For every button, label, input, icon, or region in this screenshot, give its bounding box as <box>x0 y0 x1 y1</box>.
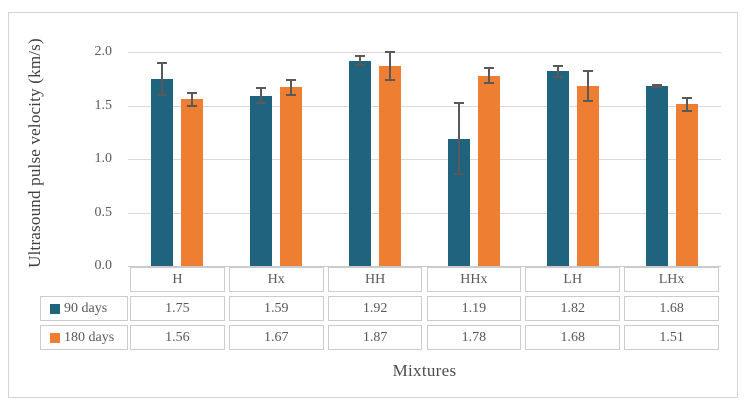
table-value-cell: 1.82 <box>525 296 621 321</box>
error-bar <box>552 64 563 78</box>
error-bar <box>286 78 297 96</box>
legend-swatch-icon <box>50 303 60 314</box>
error-bar-stem <box>655 84 658 89</box>
y-axis-title: Ultrasound pulse velocity (km/s) <box>25 38 44 268</box>
error-bar-stem <box>260 87 263 105</box>
error-bar-cap-top <box>187 91 198 94</box>
error-bar-stem <box>290 78 293 96</box>
error-bar-cap-bottom <box>681 109 692 112</box>
column-header: LHx <box>624 267 719 292</box>
error-bar <box>385 50 396 81</box>
error-bar-cap-top <box>651 84 662 87</box>
table-value-cell: 1.78 <box>426 325 522 350</box>
bar-180-days-HHx <box>477 75 500 266</box>
error-bar-cap-bottom <box>651 86 662 89</box>
error-bar-cap-top <box>582 70 593 73</box>
error-bar <box>453 102 464 176</box>
error-bar-stem <box>685 96 688 112</box>
legend-item: 180 days <box>40 325 128 350</box>
gridline <box>128 212 721 214</box>
error-bar-cap-bottom <box>552 75 563 78</box>
error-bar <box>187 91 198 107</box>
table-value-cell: 1.68 <box>525 325 621 350</box>
y-axis-tick-label: 0.0 <box>94 258 113 273</box>
legend-item: 90 days <box>40 296 128 321</box>
error-bar <box>157 61 168 96</box>
error-bar-cap-top <box>355 55 366 58</box>
column-header: HH <box>327 267 423 292</box>
gridline <box>128 52 721 53</box>
error-bar <box>483 66 494 85</box>
error-bar-cap-bottom <box>256 102 267 105</box>
error-bar <box>256 87 267 105</box>
table-value-cell: 1.87 <box>327 325 423 350</box>
error-bar-cap-bottom <box>385 78 396 81</box>
error-bar <box>651 84 662 89</box>
error-bar-cap-top <box>286 78 297 81</box>
table-value-cell: 1.19 <box>426 296 522 321</box>
error-bar-stem <box>556 64 559 78</box>
bar-180-days-H <box>181 99 204 266</box>
error-bar-cap-bottom <box>157 93 168 96</box>
legend-swatch-icon <box>50 332 60 343</box>
error-bar-cap-top <box>256 87 267 90</box>
error-bar-cap-top <box>157 61 168 64</box>
error-bar-stem <box>161 61 164 96</box>
error-bar-cap-top <box>483 66 494 69</box>
column-header: LH <box>525 267 621 292</box>
y-axis-tick-label: 1.5 <box>94 97 113 113</box>
bar-180-days-Hx <box>280 87 303 266</box>
bar-90-days-H <box>151 78 174 266</box>
bar-180-days-LHx <box>675 104 698 266</box>
error-bar-cap-bottom <box>355 63 366 66</box>
gridline <box>128 105 721 107</box>
error-bar <box>681 96 692 112</box>
y-axis-tick-label: 0.5 <box>94 204 113 220</box>
column-header: Hx <box>228 267 324 292</box>
y-axis-tick-label: 1.0 <box>94 151 113 166</box>
error-bar-stem <box>191 91 194 107</box>
y-axis-tick-label: 2.0 <box>94 44 113 59</box>
error-bar <box>582 70 593 103</box>
table-value-cell: 1.56 <box>130 325 225 350</box>
bar-90-days-HHx <box>447 138 470 266</box>
table-value-cell: 1.92 <box>327 296 423 321</box>
error-bar-stem <box>457 102 460 176</box>
bar-90-days-LH <box>546 71 569 266</box>
table-value-cell: 1.67 <box>228 325 324 350</box>
bar-180-days-LH <box>576 86 599 266</box>
bar-90-days-Hx <box>250 95 273 266</box>
error-bar-cap-top <box>681 96 692 99</box>
error-bar-stem <box>389 50 392 81</box>
x-axis-title: Mixtures <box>392 361 457 380</box>
table-value-cell: 1.59 <box>228 296 324 321</box>
error-bar-cap-top <box>552 64 563 67</box>
legend-label: 180 days <box>64 329 115 345</box>
table-value-cell: 1.75 <box>130 296 225 321</box>
error-bar-stem <box>359 55 362 66</box>
table-value-cell: 1.68 <box>624 296 719 321</box>
bar-90-days-LHx <box>645 86 668 266</box>
plot-area <box>128 30 721 266</box>
error-bar-cap-bottom <box>483 82 494 85</box>
error-bar <box>355 55 366 66</box>
error-bar-cap-bottom <box>286 93 297 96</box>
table-value-cell: 1.51 <box>624 325 719 350</box>
gridline <box>128 159 721 160</box>
error-bar-stem <box>487 66 490 85</box>
bar-180-days-HH <box>379 65 402 266</box>
bar-90-days-HH <box>349 60 372 266</box>
legend-label: 90 days <box>64 300 108 316</box>
column-header: H <box>130 267 225 292</box>
error-bar-cap-bottom <box>582 100 593 103</box>
error-bar-cap-bottom <box>453 173 464 176</box>
error-bar-cap-top <box>385 50 396 53</box>
error-bar-cap-bottom <box>187 104 198 107</box>
error-bar-stem <box>586 70 589 103</box>
x-axis-line <box>128 266 721 267</box>
column-header: HHx <box>426 267 522 292</box>
error-bar-cap-top <box>453 102 464 105</box>
